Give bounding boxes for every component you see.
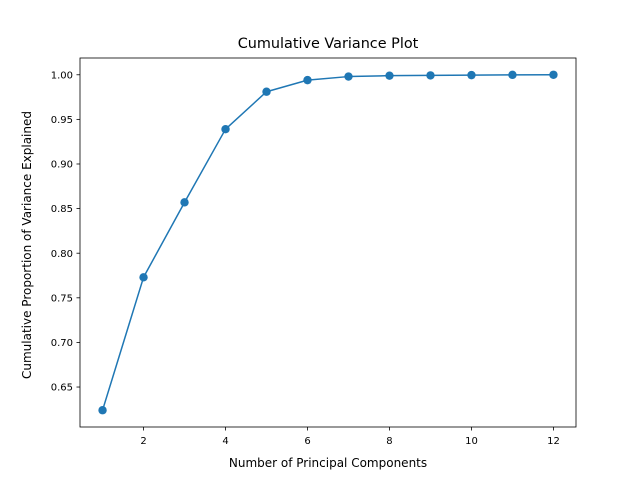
data-point xyxy=(221,124,230,134)
series-group xyxy=(98,70,558,415)
y-tick-label: 0.80 xyxy=(51,249,73,260)
x-tick-label: 10 xyxy=(465,436,478,447)
data-point xyxy=(467,70,476,80)
y-tick-label: 0.85 xyxy=(51,204,73,215)
x-tick-label: 6 xyxy=(304,436,310,447)
y-tick-label: 0.75 xyxy=(51,293,73,304)
data-point xyxy=(180,198,189,207)
y-tick-label: 1.00 xyxy=(51,70,73,81)
data-point xyxy=(426,71,435,80)
x-tick-label: 12 xyxy=(547,436,560,447)
series-line xyxy=(101,74,555,412)
x-tick-label: 4 xyxy=(222,436,228,447)
y-tick-label: 0.65 xyxy=(51,383,73,394)
chart-title: Cumulative Variance Plot xyxy=(238,36,419,52)
data-point xyxy=(508,70,517,80)
x-tick-label: 2 xyxy=(140,436,146,447)
axes-group xyxy=(79,57,577,428)
data-point xyxy=(262,87,271,96)
data-point xyxy=(549,70,558,79)
y-axis-label: Cumulative Proportion of Variance Explai… xyxy=(20,111,34,379)
ticks-group: 2 4 6 8 10 12 0.65 0.70 0.75 0.80 0.85 0.90 0.95 1.00 xyxy=(51,70,560,447)
data-point xyxy=(139,273,148,282)
y-tick-label: 0.95 xyxy=(51,115,73,126)
data-point xyxy=(303,75,312,85)
data-point xyxy=(385,71,394,80)
data-point xyxy=(98,406,107,415)
x-tick-label: 8 xyxy=(386,436,392,447)
y-tick-label: 0.70 xyxy=(51,338,73,349)
x-axis-label: Number of Principal Components xyxy=(229,456,427,470)
data-point xyxy=(344,72,353,81)
plot-frame xyxy=(79,57,577,428)
y-tick-label: 0.90 xyxy=(51,160,73,171)
